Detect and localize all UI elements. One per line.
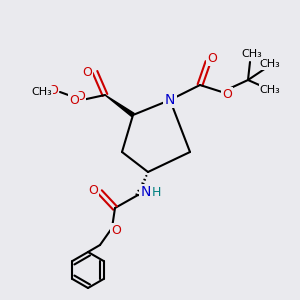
Text: CH₃: CH₃ <box>260 85 280 95</box>
Text: CH₃: CH₃ <box>32 87 52 97</box>
Text: N: N <box>165 93 175 107</box>
Text: O: O <box>48 83 58 97</box>
Text: O: O <box>69 94 79 106</box>
Text: CH₃: CH₃ <box>242 49 262 59</box>
Text: H: H <box>151 185 161 199</box>
Text: N: N <box>141 185 151 199</box>
Text: O: O <box>88 184 98 196</box>
Text: CH₃: CH₃ <box>260 59 280 69</box>
Text: O: O <box>207 52 217 64</box>
Text: O: O <box>111 224 121 238</box>
Text: O: O <box>75 91 85 103</box>
Text: O: O <box>222 88 232 101</box>
Polygon shape <box>105 95 134 117</box>
Text: O: O <box>82 65 92 79</box>
